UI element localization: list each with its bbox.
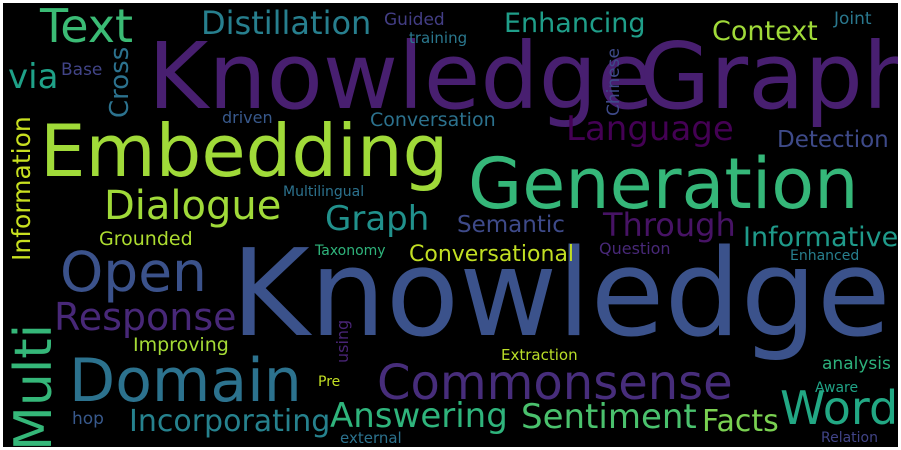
word-via: via — [8, 57, 59, 97]
word-base: Base — [61, 60, 103, 80]
word-aware: Aware — [815, 380, 859, 396]
word-question: Question — [599, 239, 671, 258]
word-enhanced: Enhanced — [790, 248, 860, 264]
word-external: external — [340, 429, 402, 447]
word-chinese: Chinese — [604, 48, 624, 116]
word-embedding: Embedding — [40, 109, 449, 193]
word-conversational: Conversational — [409, 242, 575, 267]
word-generation: Generation — [468, 143, 859, 225]
word-context: Context — [712, 16, 818, 47]
word-joint: Joint — [834, 9, 872, 29]
word-guided: Guided — [384, 10, 445, 30]
word-information: Information — [7, 116, 36, 261]
word-extraction: Extraction — [501, 346, 578, 364]
word-detection: Detection — [777, 127, 889, 153]
word-response: Response — [54, 295, 237, 339]
word-commonsense: Commonsense — [377, 355, 733, 411]
word-training: training — [409, 29, 468, 47]
word-cross: Cross — [105, 46, 135, 118]
word-facts: Facts — [702, 404, 779, 439]
word-grounded: Grounded — [99, 228, 193, 250]
word-pre: Pre — [318, 374, 341, 390]
word-analysis: analysis — [822, 354, 891, 374]
word-taxonomy: Taxonomy — [315, 243, 386, 259]
word-distillation: Distillation — [201, 4, 372, 42]
word-informative: Informative — [743, 222, 898, 253]
word-through: Through — [603, 206, 736, 244]
word-improving: Improving — [133, 334, 229, 356]
word-hop: hop — [72, 409, 104, 429]
word-sentiment: Sentiment — [521, 397, 697, 437]
word-driven: driven — [222, 108, 273, 127]
word-semantic: Semantic — [457, 212, 565, 238]
word-enhancing: Enhancing — [504, 8, 646, 39]
word-text: Text — [40, 3, 134, 53]
word-using: using — [333, 319, 352, 363]
word-conversation: Conversation — [370, 109, 496, 131]
word-answering: Answering — [330, 396, 508, 436]
word-multilingual: Multilingual — [283, 184, 365, 200]
word-knowledge: Knowledge — [148, 23, 654, 130]
word-open: Open — [60, 240, 207, 304]
word-cloud: Knowledge Knowledge Graph Generation Emb… — [3, 3, 898, 447]
word-domain: Domain — [69, 346, 302, 416]
word-graph: Graph — [639, 23, 898, 130]
word-dialogue: Dialogue — [104, 183, 282, 229]
word-graph-2: Graph — [325, 199, 430, 239]
word-language: Language — [566, 109, 734, 149]
word-word: Word — [780, 381, 898, 435]
word-incorporating: Incorporating — [129, 404, 331, 439]
word-multi: Multi — [4, 323, 64, 447]
word-relation: Relation — [821, 430, 878, 446]
word-knowledge-large: Knowledge — [231, 225, 891, 364]
